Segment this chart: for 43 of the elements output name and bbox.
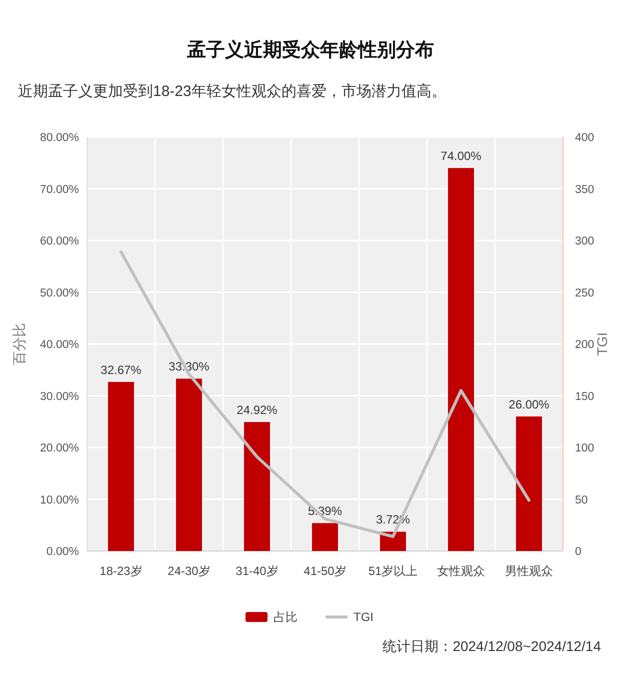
y2-tick-label: 250	[575, 287, 594, 300]
x-tick-label: 女性观众	[437, 564, 485, 578]
y2-tick-label: 0	[575, 546, 582, 558]
chart-title: 孟子义近期受众年龄性别分布	[186, 39, 434, 61]
chart-subtitle: 近期孟子义更加受到18-23年轻女性观众的喜爱，市场潜力值高。	[18, 83, 446, 100]
bar	[176, 378, 202, 551]
y2-tick-label: 50	[575, 494, 588, 506]
y2-tick-label: 100	[575, 442, 594, 454]
y-tick-label: 30.00%	[40, 390, 79, 403]
y-axis-title: 百分比	[11, 323, 27, 365]
y-tick-label: 10.00%	[40, 494, 79, 506]
y2-tick-label: 150	[575, 390, 594, 403]
bar	[244, 422, 270, 551]
data-label: 74.00%	[440, 149, 482, 164]
x-tick-label: 24-30岁	[168, 564, 210, 578]
x-tick-label: 18-23岁	[100, 564, 142, 578]
y-tick-label: 20.00%	[40, 442, 79, 454]
y-tick-label: 0.00%	[46, 546, 79, 558]
legend-label: 占比	[274, 610, 298, 624]
bar	[108, 382, 134, 551]
data-label: 32.67%	[100, 362, 142, 377]
bar	[516, 416, 542, 551]
data-label: 26.00%	[508, 397, 550, 412]
y-tick-label: 60.00%	[40, 236, 79, 248]
y-tick-label: 80.00%	[40, 132, 79, 144]
y2-tick-label: 200	[575, 339, 594, 351]
data-label: 33.30%	[168, 360, 210, 374]
y2-tick-label: 350	[575, 184, 594, 196]
x-tick-label: 31-40岁	[236, 564, 278, 578]
x-tick-label: 男性观众	[505, 564, 553, 578]
legend-label: TGI	[354, 610, 374, 624]
data-label: 24.92%	[236, 403, 278, 418]
y2-axis-title: TGI	[594, 332, 610, 356]
text: 统计日期：2024/12/08~2024/12/14	[382, 638, 602, 654]
x-tick-label: 41-50岁	[304, 564, 346, 578]
y-tick-label: 40.00%	[40, 339, 79, 351]
bar	[448, 168, 474, 551]
y2-tick-label: 300	[575, 236, 594, 248]
x-tick-label: 51岁以上	[368, 564, 418, 578]
y-tick-label: 70.00%	[40, 184, 79, 196]
y2-tick-label: 400	[575, 132, 594, 144]
bar	[312, 523, 338, 551]
y-tick-label: 50.00%	[40, 287, 79, 300]
